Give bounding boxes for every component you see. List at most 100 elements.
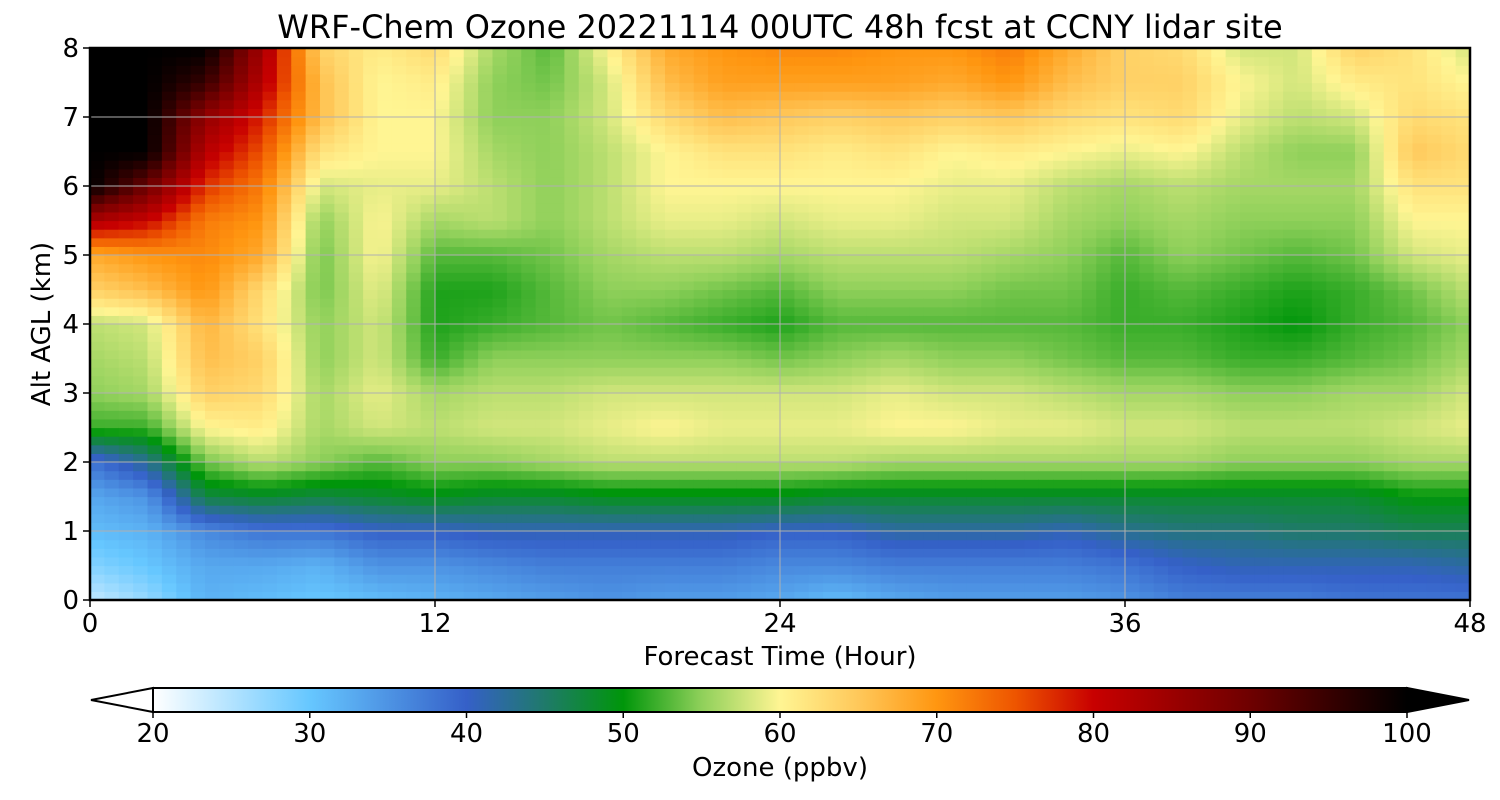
heatmap-cell (276, 263, 292, 273)
heatmap-cell (722, 565, 738, 575)
heatmap-cell (521, 255, 537, 265)
heatmap-cell (851, 229, 867, 239)
heatmap-cell (276, 505, 292, 515)
heatmap-cell (391, 99, 407, 109)
heatmap-cell (521, 453, 537, 463)
heatmap-cell (1067, 246, 1083, 256)
heatmap-cell (348, 384, 364, 394)
heatmap-cell (823, 358, 839, 368)
heatmap-cell (823, 203, 839, 213)
heatmap-cell (650, 496, 666, 506)
heatmap-cell (794, 522, 810, 532)
heatmap-cell (233, 470, 249, 480)
heatmap-cell (535, 341, 551, 351)
heatmap-cell (808, 522, 824, 532)
heatmap-cell (564, 177, 580, 187)
heatmap-cell (1196, 134, 1212, 144)
heatmap-cell (1096, 367, 1112, 377)
heatmap-cell (1053, 168, 1069, 178)
heatmap-cell (334, 177, 350, 187)
heatmap-cell (176, 151, 192, 161)
heatmap-cell (449, 470, 465, 480)
heatmap-cell (291, 479, 307, 489)
heatmap-cell (291, 470, 307, 480)
heatmap-cell (262, 177, 278, 187)
heatmap-cell (291, 436, 307, 446)
heatmap-cell (736, 280, 752, 291)
heatmap-cell (248, 401, 264, 411)
heatmap-cell (406, 272, 422, 282)
heatmap-cell (463, 367, 479, 377)
heatmap-cell (363, 565, 379, 575)
heatmap-cell (578, 565, 594, 575)
heatmap-cell (1081, 73, 1097, 84)
heatmap-cell (291, 246, 307, 256)
heatmap-cell (391, 306, 407, 316)
heatmap-cell (90, 591, 105, 600)
heatmap-cell (205, 229, 220, 239)
heatmap-cell (550, 539, 565, 549)
heatmap-cell (607, 418, 623, 429)
heatmap-cell (305, 168, 321, 178)
heatmap-cell (1038, 548, 1054, 558)
heatmap-cell (1196, 513, 1212, 523)
heatmap-cell (449, 315, 465, 325)
heatmap-cell (1211, 556, 1227, 567)
heatmap-cell (880, 367, 896, 377)
heatmap-cell (176, 496, 192, 506)
heatmap-cell (722, 410, 738, 420)
heatmap-cell (823, 556, 839, 567)
heatmap-cell (952, 134, 968, 144)
heatmap-cell (478, 229, 494, 239)
heatmap-cell (851, 237, 867, 247)
heatmap-cell (650, 453, 666, 463)
heatmap-cell (679, 522, 695, 532)
heatmap-cell (895, 315, 910, 325)
heatmap-cell (823, 255, 839, 265)
heatmap-cell (895, 401, 910, 411)
heatmap-cell (463, 108, 479, 118)
heatmap-cell (866, 65, 882, 75)
heatmap-cell (966, 410, 982, 420)
heatmap-cell (636, 151, 652, 161)
heatmap-cell (521, 177, 537, 187)
heatmap-cell (1153, 436, 1169, 446)
heatmap-cell (420, 444, 436, 454)
heatmap-cell (952, 487, 968, 498)
heatmap-cell (104, 505, 120, 515)
heatmap-cell (248, 246, 264, 256)
heatmap-cell (636, 324, 652, 334)
heatmap-cell (693, 194, 709, 204)
heatmap-cell (880, 332, 896, 342)
heatmap-cell (880, 99, 896, 109)
heatmap-cell (995, 108, 1011, 118)
heatmap-cell (305, 56, 321, 66)
heatmap-cell (880, 160, 896, 170)
heatmap-cell (147, 280, 163, 291)
heatmap-cell (1024, 289, 1040, 299)
heatmap-cell (837, 315, 853, 325)
heatmap-cell (1024, 375, 1040, 385)
heatmap-cell (1096, 65, 1112, 75)
heatmap-cell (147, 246, 163, 256)
heatmap-cell (550, 108, 565, 118)
heatmap-cell (1182, 186, 1198, 196)
heatmap-cell (938, 82, 954, 92)
heatmap-cell (133, 280, 149, 291)
heatmap-cell (147, 349, 163, 360)
heatmap-cell (90, 341, 105, 351)
heatmap-cell (118, 134, 134, 144)
heatmap-cell (837, 513, 853, 523)
heatmap-cell (952, 539, 968, 549)
heatmap-cell (593, 211, 609, 222)
heatmap-cell (1182, 539, 1198, 549)
heatmap-cell (478, 487, 494, 498)
heatmap-cell (535, 349, 551, 360)
heatmap-cell (233, 177, 249, 187)
heatmap-cell (463, 65, 479, 75)
heatmap-cell (1067, 125, 1083, 135)
heatmap-cell (133, 237, 149, 247)
heatmap-cell (1081, 436, 1097, 446)
heatmap-cell (1024, 453, 1040, 463)
heatmap-cell (995, 315, 1011, 325)
